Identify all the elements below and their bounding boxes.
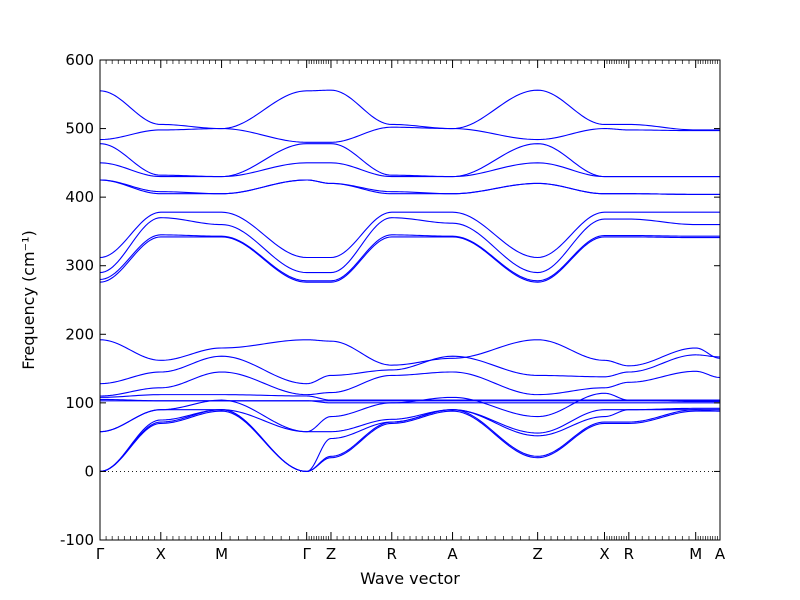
band-20 — [99, 409, 721, 472]
x-tick-label-9: X — [599, 545, 609, 563]
y-tick-label: 400 — [65, 188, 94, 206]
x-tick-label-10: R — [624, 545, 634, 563]
y-tick-label: 200 — [65, 325, 94, 343]
x-tick-label-7: A — [447, 545, 458, 563]
x-tick-label-5: Z — [326, 545, 336, 563]
band-13 — [99, 370, 721, 397]
band-1 — [99, 89, 720, 131]
band-6 — [99, 179, 720, 195]
band-5 — [99, 179, 720, 195]
x-tick-label-3: M — [215, 545, 228, 563]
band-4 — [99, 162, 720, 178]
band-2 — [99, 126, 720, 143]
x-tick-label-6: R — [387, 545, 397, 563]
y-tick-label: 600 — [65, 51, 94, 69]
band-21 — [99, 410, 720, 472]
x-tick-label-11: M — [689, 545, 702, 563]
band-3 — [99, 143, 720, 178]
axes-frame — [99, 59, 721, 541]
y-tick-label: 300 — [65, 257, 94, 275]
band-8 — [99, 217, 720, 274]
band-12 — [99, 354, 720, 385]
plot-frame — [99, 59, 721, 541]
x-tick-label-12: A — [715, 545, 726, 563]
band-9 — [99, 234, 720, 282]
x-tick-label-4: Γ — [302, 545, 311, 563]
x-tick-label-8: Z — [533, 545, 543, 563]
x-tick-label-2: X — [156, 545, 166, 563]
x-tick-label-1: Γ — [96, 545, 105, 563]
band-11 — [99, 339, 721, 367]
y-tick-label: -100 — [60, 531, 94, 549]
band-14 — [99, 394, 720, 401]
band-10 — [99, 236, 720, 283]
y-tick-label: 0 — [84, 462, 94, 480]
y-tick-label: 100 — [65, 394, 94, 412]
y-axis-label: Frequency (cm⁻¹) — [19, 230, 38, 369]
band-17 — [99, 392, 720, 433]
y-tick-label: 500 — [65, 120, 94, 138]
band-lines — [99, 89, 721, 472]
band-7 — [99, 211, 720, 259]
x-axis-label: Wave vector — [360, 569, 460, 588]
